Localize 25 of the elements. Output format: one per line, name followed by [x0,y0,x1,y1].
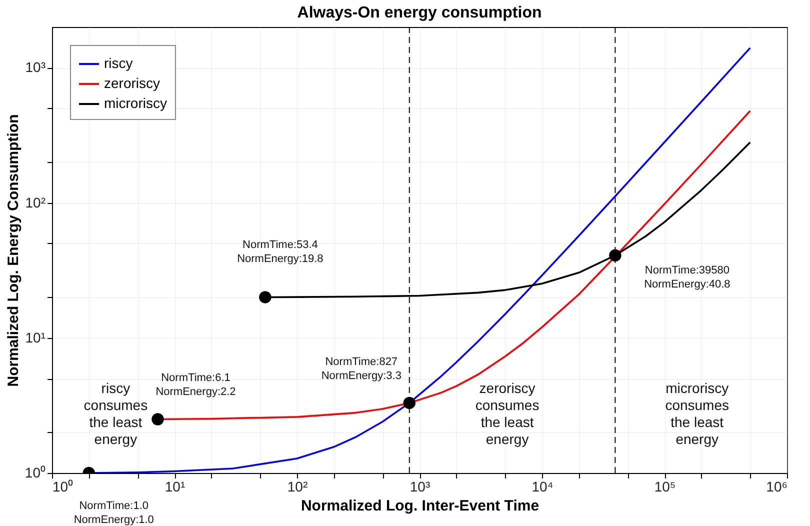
y-tick-label: 10³ [25,59,46,76]
y-axis-title: Normalized Log. Energy Consumption [4,114,22,387]
y-tick-label: 10¹ [25,329,46,346]
y-tick-label: 10⁰ [24,464,46,480]
annotation: microriscy consumes the least energy [665,380,729,447]
y-tick-label: 10² [25,194,46,210]
annotation: NormTime:1.0 NormEnergy:1.0 [74,500,154,526]
x-tick-label: 10² [287,478,308,494]
x-tick-label: 10⁰ [52,478,74,494]
x-tick-label: 10⁶ [766,478,788,494]
annotation: riscy consumes the least energy [84,380,148,447]
x-tick-label: 10¹ [164,478,186,494]
legend-label: microriscy [104,95,167,111]
annotation: zeroriscy consumes the least energy [475,380,540,447]
x-tick-label: 10⁴ [532,478,554,494]
x-tick-label: 10⁵ [654,478,676,494]
annotation: NormTime:39580 NormEnergy:40.8 [644,264,730,290]
legend-label: zeroriscy [104,75,160,91]
annotation: NormTime:827 NormEnergy:3.3 [321,356,402,382]
annotation: NormTime:53.4 NormEnergy:19.8 [237,239,324,266]
x-axis-title: Normalized Log. Inter-Event Time [300,498,540,514]
legend-label: riscy [104,55,133,71]
x-tick-label: 10³ [410,478,430,494]
chart-title: Always-On energy consumption [297,4,542,22]
annotation: NormTime:6.1 NormEnergy:2.2 [156,372,236,398]
